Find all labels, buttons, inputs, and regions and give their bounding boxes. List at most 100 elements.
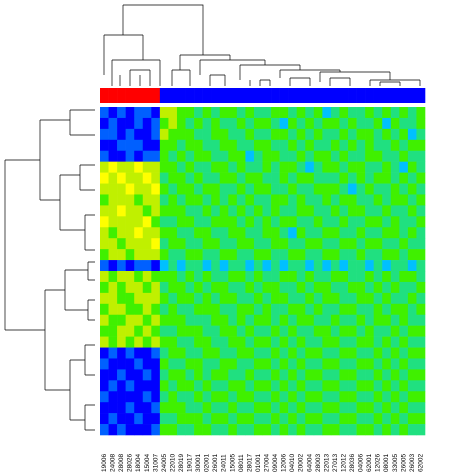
heatmap-cell	[117, 292, 126, 305]
heatmap-cell	[108, 260, 118, 272]
group-bar	[142, 88, 152, 103]
heatmap-cell	[159, 128, 169, 141]
heatmap-cell	[236, 150, 246, 162]
heatmap-cell	[108, 117, 118, 130]
heatmap-cell	[330, 117, 340, 130]
heatmap-cell	[151, 424, 161, 436]
heatmap-cell	[279, 347, 289, 359]
heatmap-cell	[365, 194, 374, 206]
heatmap-cell	[348, 150, 357, 162]
heatmap-cell	[305, 369, 315, 381]
heatmap-cell	[348, 249, 357, 261]
heatmap-cell	[322, 347, 332, 359]
heatmap-cell	[382, 369, 392, 381]
heatmap-cell	[108, 413, 118, 425]
heatmap-cell	[416, 292, 426, 305]
heatmap-cell	[322, 150, 332, 162]
heatmap-cell	[100, 139, 109, 152]
heatmap-cell	[288, 358, 298, 370]
column-label: 28008	[118, 454, 125, 472]
heatmap-cell	[313, 227, 323, 239]
heatmap-cell	[151, 314, 161, 326]
heatmap-cell	[228, 249, 238, 261]
heatmap-cell	[296, 183, 306, 195]
heatmap-cell	[236, 281, 246, 294]
heatmap-cell	[194, 107, 203, 119]
column-label: 19006	[101, 454, 108, 472]
heatmap-cell	[305, 227, 315, 239]
heatmap-cell	[390, 369, 400, 381]
heatmap-cell	[185, 325, 195, 337]
column-label: 18004	[135, 454, 142, 472]
heatmap-cell	[108, 238, 118, 250]
heatmap-cell	[296, 227, 306, 239]
heatmap-cell	[313, 260, 323, 272]
heatmap-cell	[100, 227, 109, 239]
heatmap-cell	[407, 391, 417, 403]
heatmap-cell	[399, 216, 409, 228]
heatmap-cell	[305, 150, 315, 162]
heatmap-cell	[390, 172, 400, 184]
heatmap-cell	[330, 424, 340, 436]
heatmap-cell	[245, 292, 255, 305]
heatmap-cell	[305, 249, 315, 261]
heatmap-cell	[228, 139, 238, 152]
group-bar	[288, 88, 298, 103]
heatmap-cell	[296, 172, 306, 184]
heatmap-cell	[219, 150, 229, 162]
heatmap-cell	[365, 117, 374, 130]
heatmap-cell	[365, 161, 374, 173]
heatmap-cell	[100, 380, 109, 392]
heatmap-cell	[219, 424, 229, 436]
heatmap-cell	[236, 227, 246, 239]
heatmap-cell	[253, 128, 263, 141]
heatmap-cell	[322, 271, 332, 283]
heatmap-cell	[348, 402, 357, 414]
heatmap-cell	[279, 205, 289, 217]
heatmap-cell	[134, 391, 144, 403]
group-bar	[202, 88, 212, 103]
heatmap-cell	[271, 369, 280, 381]
heatmap-cell	[305, 402, 315, 414]
heatmap-cell	[125, 107, 135, 119]
heatmap-cell	[356, 205, 366, 217]
heatmap-cell	[279, 369, 289, 381]
heatmap-cell	[211, 424, 221, 436]
heatmap-cell	[365, 128, 374, 141]
heatmap-cell	[245, 194, 255, 206]
heatmap-cell	[365, 107, 374, 119]
heatmap-cell	[407, 292, 417, 305]
column-label: 22010	[169, 454, 176, 472]
heatmap-cell	[159, 172, 169, 184]
heatmap-cell	[313, 161, 323, 173]
heatmap-cell	[194, 281, 203, 294]
heatmap-cell	[407, 402, 417, 414]
column-label: 19017	[187, 454, 194, 472]
heatmap-cell	[262, 347, 272, 359]
heatmap-cell	[134, 194, 144, 206]
heatmap-cell	[117, 391, 126, 403]
heatmap-cell	[262, 314, 272, 326]
heatmap-cell	[211, 172, 221, 184]
heatmap-cell	[211, 303, 221, 316]
heatmap-cell	[125, 292, 135, 305]
heatmap-cell	[330, 194, 340, 206]
heatmap-cell	[185, 314, 195, 326]
heatmap-cell	[142, 358, 152, 370]
heatmap-cell	[390, 281, 400, 294]
heatmap-cell	[176, 117, 186, 130]
heatmap-cell	[399, 380, 409, 392]
heatmap-cell	[185, 194, 195, 206]
heatmap-cell	[108, 150, 118, 162]
heatmap-cell	[416, 128, 426, 141]
heatmap-cell	[365, 347, 374, 359]
heatmap-cell	[211, 128, 221, 141]
heatmap-cell	[228, 238, 238, 250]
heatmap-cell	[211, 325, 221, 337]
heatmap-cell	[100, 424, 109, 436]
column-label: 26005	[400, 454, 407, 472]
heatmap-cell	[236, 358, 246, 370]
heatmap-cell	[185, 303, 195, 316]
heatmap-cell	[176, 424, 186, 436]
heatmap-cell	[262, 281, 272, 294]
